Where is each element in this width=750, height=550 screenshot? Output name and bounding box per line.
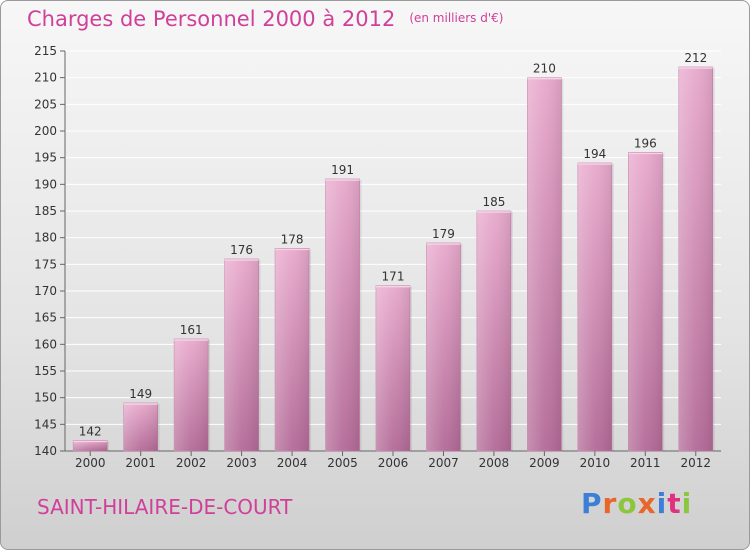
town-name: SAINT-HILAIRE-DE-COURT [37, 495, 293, 519]
data-label: 171 [382, 270, 405, 284]
proxiti-logo: Proxiti [581, 487, 692, 520]
logo-letter: o [617, 487, 638, 520]
bar-shine [426, 243, 461, 451]
x-tick-label: 2009 [529, 456, 560, 470]
data-label: 210 [533, 62, 556, 76]
chart-title: Charges de Personnel 2000 à 2012 (en mill… [27, 7, 503, 31]
x-tick-label: 2011 [630, 456, 661, 470]
y-tick-label: 175 [34, 257, 57, 271]
logo-letter: i [681, 487, 693, 520]
bar-shine [628, 152, 663, 452]
bar-shine [174, 339, 209, 451]
x-tick-label: 2010 [580, 456, 611, 470]
bar-shine [73, 440, 108, 451]
bar-shine [123, 403, 158, 451]
data-label: 185 [482, 195, 505, 209]
y-tick-label: 185 [34, 204, 57, 218]
logo-letter: i [656, 487, 668, 520]
y-tick-label: 200 [34, 124, 57, 138]
x-tick-label: 2012 [680, 456, 711, 470]
x-tick-label: 2004 [277, 456, 308, 470]
y-tick-label: 160 [34, 337, 57, 351]
data-label: 149 [129, 387, 152, 401]
y-tick-label: 140 [34, 444, 57, 458]
bar-shine [275, 248, 310, 451]
data-label: 191 [331, 163, 354, 177]
bar-shine [376, 285, 410, 451]
y-tick-label: 150 [34, 391, 57, 405]
x-tick-label: 2003 [226, 456, 257, 470]
bar-shine [476, 211, 511, 451]
y-tick-label: 145 [34, 417, 57, 431]
data-labels: 142 149 161 176 178 191 171 179 185 210 194 196 212 [79, 51, 707, 438]
y-tick-label: 170 [34, 284, 57, 298]
logo-letter: x [637, 487, 657, 520]
y-tick-label: 205 [34, 97, 57, 111]
x-tick-label: 2005 [327, 456, 358, 470]
data-label: 194 [583, 147, 606, 161]
logo-letter: P [581, 487, 603, 520]
x-tick-label: 2002 [176, 456, 207, 470]
x-tick-label: 2006 [378, 456, 409, 470]
chart-title-text: Charges de Personnel 2000 à 2012 [27, 7, 396, 31]
data-label: 179 [432, 227, 455, 241]
x-tick-label: 2001 [125, 456, 156, 470]
data-label: 196 [634, 136, 657, 150]
y-tick-label: 195 [34, 151, 57, 165]
chart-subtitle: (en milliers d'€) [409, 11, 504, 25]
x-tick-label: 2007 [428, 456, 459, 470]
data-label: 176 [230, 243, 253, 257]
data-label: 212 [684, 51, 707, 65]
logo-letter: t [667, 487, 682, 520]
y-tick-label: 210 [34, 71, 57, 85]
y-tick-label: 215 [34, 44, 57, 58]
y-tick-label: 190 [34, 177, 57, 191]
bar-shine [325, 179, 360, 451]
data-label: 161 [180, 323, 203, 337]
y-tick-label: 155 [34, 364, 57, 378]
y-tick-label: 165 [34, 311, 57, 325]
bar-shine [678, 67, 713, 451]
data-label: 178 [281, 232, 304, 246]
bar-shine [224, 259, 259, 451]
bars [72, 66, 715, 452]
x-tick-label: 2000 [75, 456, 106, 470]
y-tick-label: 180 [34, 231, 57, 245]
bar-shine [577, 163, 612, 451]
x-tick-label: 2008 [479, 456, 510, 470]
data-label: 142 [79, 424, 102, 438]
bar-shine [527, 77, 562, 452]
logo-letter: r [602, 487, 618, 520]
axes: 1401451501551601651701751801851901952002… [34, 44, 721, 470]
